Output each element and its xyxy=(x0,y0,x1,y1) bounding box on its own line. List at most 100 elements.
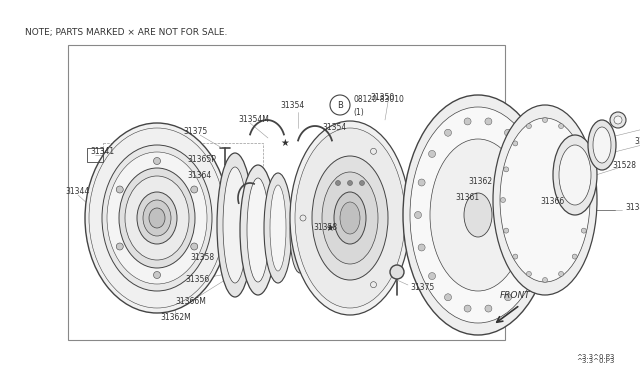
Ellipse shape xyxy=(593,127,611,163)
Ellipse shape xyxy=(295,205,305,261)
Circle shape xyxy=(485,305,492,312)
Circle shape xyxy=(464,305,471,312)
Circle shape xyxy=(504,129,511,136)
Circle shape xyxy=(116,243,124,250)
Circle shape xyxy=(116,186,124,193)
Circle shape xyxy=(429,273,436,280)
Ellipse shape xyxy=(264,173,292,283)
Circle shape xyxy=(572,254,577,259)
Circle shape xyxy=(415,212,422,218)
Circle shape xyxy=(464,118,471,125)
Ellipse shape xyxy=(295,128,405,308)
Text: 31365P: 31365P xyxy=(187,155,216,164)
Text: 08120-83010: 08120-83010 xyxy=(353,96,404,105)
Text: B: B xyxy=(337,100,343,109)
Circle shape xyxy=(335,180,340,186)
Circle shape xyxy=(531,244,538,251)
Circle shape xyxy=(534,212,541,218)
Ellipse shape xyxy=(290,121,410,315)
Ellipse shape xyxy=(493,105,597,295)
Circle shape xyxy=(513,141,518,146)
Text: FRONT: FRONT xyxy=(500,291,531,300)
Text: 31358: 31358 xyxy=(190,253,214,262)
Circle shape xyxy=(154,157,161,164)
Circle shape xyxy=(513,254,518,259)
Ellipse shape xyxy=(270,185,286,271)
Circle shape xyxy=(418,179,425,186)
Circle shape xyxy=(445,294,451,301)
Text: ★: ★ xyxy=(326,223,334,233)
Text: 31350: 31350 xyxy=(370,93,394,103)
Circle shape xyxy=(520,150,527,157)
Circle shape xyxy=(531,179,538,186)
Ellipse shape xyxy=(217,153,253,297)
Circle shape xyxy=(390,265,404,279)
Text: 31354: 31354 xyxy=(280,102,304,110)
Circle shape xyxy=(572,141,577,146)
Ellipse shape xyxy=(102,145,212,291)
Text: 31362M: 31362M xyxy=(160,314,191,323)
Ellipse shape xyxy=(125,176,189,260)
Ellipse shape xyxy=(553,135,597,215)
Ellipse shape xyxy=(119,168,195,268)
Text: 31344: 31344 xyxy=(65,187,89,196)
Text: 31364: 31364 xyxy=(187,170,211,180)
Circle shape xyxy=(543,118,547,122)
Ellipse shape xyxy=(85,123,229,313)
Circle shape xyxy=(520,273,527,280)
Ellipse shape xyxy=(500,118,590,282)
Text: 31354M: 31354M xyxy=(238,115,269,125)
Text: 31341: 31341 xyxy=(90,148,114,157)
Text: 31356: 31356 xyxy=(185,276,209,285)
Ellipse shape xyxy=(107,152,207,284)
Text: 31375: 31375 xyxy=(183,128,207,137)
Circle shape xyxy=(330,95,350,115)
Ellipse shape xyxy=(334,192,366,244)
Circle shape xyxy=(527,272,531,276)
Ellipse shape xyxy=(430,139,526,291)
Circle shape xyxy=(559,272,564,276)
Circle shape xyxy=(584,198,589,202)
Circle shape xyxy=(581,167,586,172)
Circle shape xyxy=(504,294,511,301)
Circle shape xyxy=(445,129,451,136)
Ellipse shape xyxy=(149,208,165,228)
Ellipse shape xyxy=(312,156,388,280)
Text: 31366M: 31366M xyxy=(175,298,206,307)
Ellipse shape xyxy=(410,107,546,323)
Text: 31340: 31340 xyxy=(625,202,640,212)
Text: 31555N: 31555N xyxy=(634,138,640,147)
Ellipse shape xyxy=(223,167,247,283)
Text: ^3.3^0.P3: ^3.3^0.P3 xyxy=(577,354,615,360)
Ellipse shape xyxy=(464,193,492,237)
Ellipse shape xyxy=(588,120,616,170)
Circle shape xyxy=(154,272,161,279)
Ellipse shape xyxy=(403,95,553,335)
Ellipse shape xyxy=(322,172,378,264)
Text: 31358: 31358 xyxy=(313,222,337,231)
Circle shape xyxy=(500,198,506,202)
Ellipse shape xyxy=(240,165,276,295)
Ellipse shape xyxy=(340,202,360,234)
Bar xyxy=(87,148,103,162)
Text: 31354: 31354 xyxy=(322,122,346,131)
Circle shape xyxy=(559,124,564,129)
Circle shape xyxy=(504,228,509,233)
Circle shape xyxy=(527,124,531,129)
Circle shape xyxy=(360,180,365,186)
Ellipse shape xyxy=(247,178,269,282)
Ellipse shape xyxy=(559,145,591,205)
Ellipse shape xyxy=(137,192,177,244)
Circle shape xyxy=(543,278,547,282)
Circle shape xyxy=(581,228,586,233)
Text: ^3.3^0.P3: ^3.3^0.P3 xyxy=(577,358,615,364)
Circle shape xyxy=(485,118,492,125)
Text: ★: ★ xyxy=(280,138,289,148)
Circle shape xyxy=(191,186,198,193)
Circle shape xyxy=(191,243,198,250)
Circle shape xyxy=(429,150,436,157)
Circle shape xyxy=(418,244,425,251)
Text: NOTE; PARTS MARKED × ARE NOT FOR SALE.: NOTE; PARTS MARKED × ARE NOT FOR SALE. xyxy=(25,28,227,37)
Text: 31528: 31528 xyxy=(612,160,636,170)
Circle shape xyxy=(610,112,626,128)
